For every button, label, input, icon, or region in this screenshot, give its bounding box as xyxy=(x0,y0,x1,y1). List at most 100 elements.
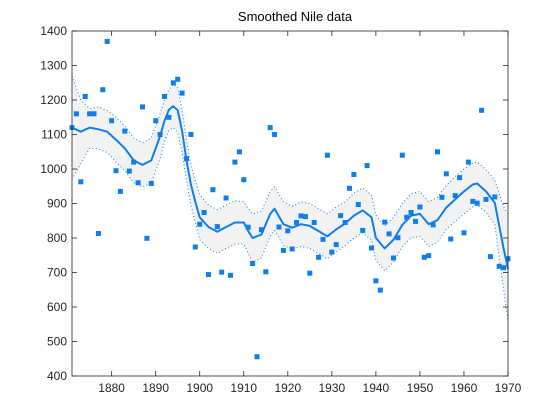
data-point xyxy=(316,254,322,260)
data-point xyxy=(333,242,339,248)
data-point xyxy=(122,128,128,134)
data-point xyxy=(117,188,123,194)
data-point xyxy=(443,171,449,177)
data-point xyxy=(311,220,317,225)
data-point xyxy=(501,265,507,271)
x-tick-label: 1930 xyxy=(318,381,345,395)
data-point xyxy=(223,195,229,201)
data-point xyxy=(100,87,106,93)
data-point xyxy=(324,152,330,158)
data-point xyxy=(338,213,344,219)
data-point xyxy=(474,200,480,206)
data-point xyxy=(95,231,101,236)
data-point xyxy=(254,354,260,360)
y-tick-label: 1300 xyxy=(40,59,67,73)
data-point xyxy=(280,247,286,253)
data-point xyxy=(113,168,119,174)
y-tick-label: 500 xyxy=(47,335,67,349)
y-tick-label: 700 xyxy=(47,266,67,280)
x-tick-label: 1900 xyxy=(186,381,213,395)
data-point xyxy=(144,235,150,241)
data-point xyxy=(439,194,445,200)
data-point xyxy=(162,94,167,99)
data-point xyxy=(245,224,251,230)
data-point xyxy=(382,219,388,225)
data-point xyxy=(342,220,348,225)
data-point xyxy=(135,180,141,186)
y-tick-label: 600 xyxy=(47,300,67,314)
data-point xyxy=(399,152,405,158)
x-tick-label: 1920 xyxy=(274,381,301,395)
data-point xyxy=(157,132,163,137)
data-point xyxy=(197,221,203,227)
data-point xyxy=(413,218,418,224)
data-point xyxy=(426,253,432,259)
x-tick-label: 1950 xyxy=(407,381,434,395)
data-point xyxy=(263,269,269,275)
data-point xyxy=(91,111,97,117)
y-tick-label: 1200 xyxy=(40,93,67,107)
data-point xyxy=(250,261,256,266)
y-tick-label: 1400 xyxy=(40,24,67,38)
y-axis: 400 500 600 700 800 900 1000 1100 1200 1300 1400 xyxy=(40,24,508,383)
data-point xyxy=(188,132,194,137)
data-point xyxy=(430,222,436,228)
data-point xyxy=(78,179,84,185)
data-point xyxy=(109,118,115,124)
data-point xyxy=(285,228,291,234)
data-point xyxy=(276,224,282,230)
data-point xyxy=(258,227,264,233)
data-point xyxy=(483,196,489,202)
data-point xyxy=(457,175,463,181)
data-point xyxy=(369,245,374,251)
data-point xyxy=(170,80,176,86)
data-point xyxy=(421,254,427,260)
lower-bound-line xyxy=(71,126,509,321)
data-point xyxy=(219,269,225,275)
smoothed-line xyxy=(71,105,509,270)
data-point xyxy=(272,132,278,137)
data-point xyxy=(214,224,220,230)
data-point xyxy=(377,287,383,293)
data-point xyxy=(298,213,304,219)
data-point xyxy=(386,231,392,237)
x-tick-label: 1880 xyxy=(98,381,125,395)
data-point xyxy=(236,149,242,155)
data-point xyxy=(452,193,458,199)
data-point xyxy=(201,210,207,215)
data-point xyxy=(192,244,198,250)
data-point xyxy=(179,90,185,96)
x-tick-label: 1970 xyxy=(495,381,522,395)
data-point xyxy=(351,172,357,177)
x-tick-label: 1940 xyxy=(363,381,390,395)
chart-title: Smoothed Nile data xyxy=(238,9,353,24)
data-point xyxy=(153,118,159,124)
data-point xyxy=(131,159,137,165)
y-tick-label: 800 xyxy=(47,231,67,245)
x-tick-label: 1890 xyxy=(142,381,169,395)
data-point xyxy=(289,246,295,252)
y-tick-label: 1000 xyxy=(40,162,67,176)
data-point xyxy=(479,107,485,113)
data-point xyxy=(232,159,238,165)
data-point xyxy=(140,104,145,110)
y-tick-label: 400 xyxy=(47,369,67,383)
data-point xyxy=(360,227,366,233)
data-point xyxy=(87,111,93,117)
confidence-band xyxy=(72,75,508,321)
data-point xyxy=(148,181,154,186)
data-point xyxy=(487,254,493,260)
data-point xyxy=(82,94,88,99)
data-point xyxy=(228,272,233,278)
data-point xyxy=(175,76,181,82)
data-point xyxy=(465,159,471,165)
x-axis: 1880 1890 1900 1910 1920 1930 1940 1950 1960 1970 xyxy=(98,31,522,395)
data-point xyxy=(206,272,211,278)
data-point xyxy=(307,270,313,276)
data-point xyxy=(448,236,454,242)
data-point xyxy=(184,156,189,162)
data-point xyxy=(461,230,467,236)
data-point xyxy=(210,187,216,193)
data-point xyxy=(294,220,300,225)
